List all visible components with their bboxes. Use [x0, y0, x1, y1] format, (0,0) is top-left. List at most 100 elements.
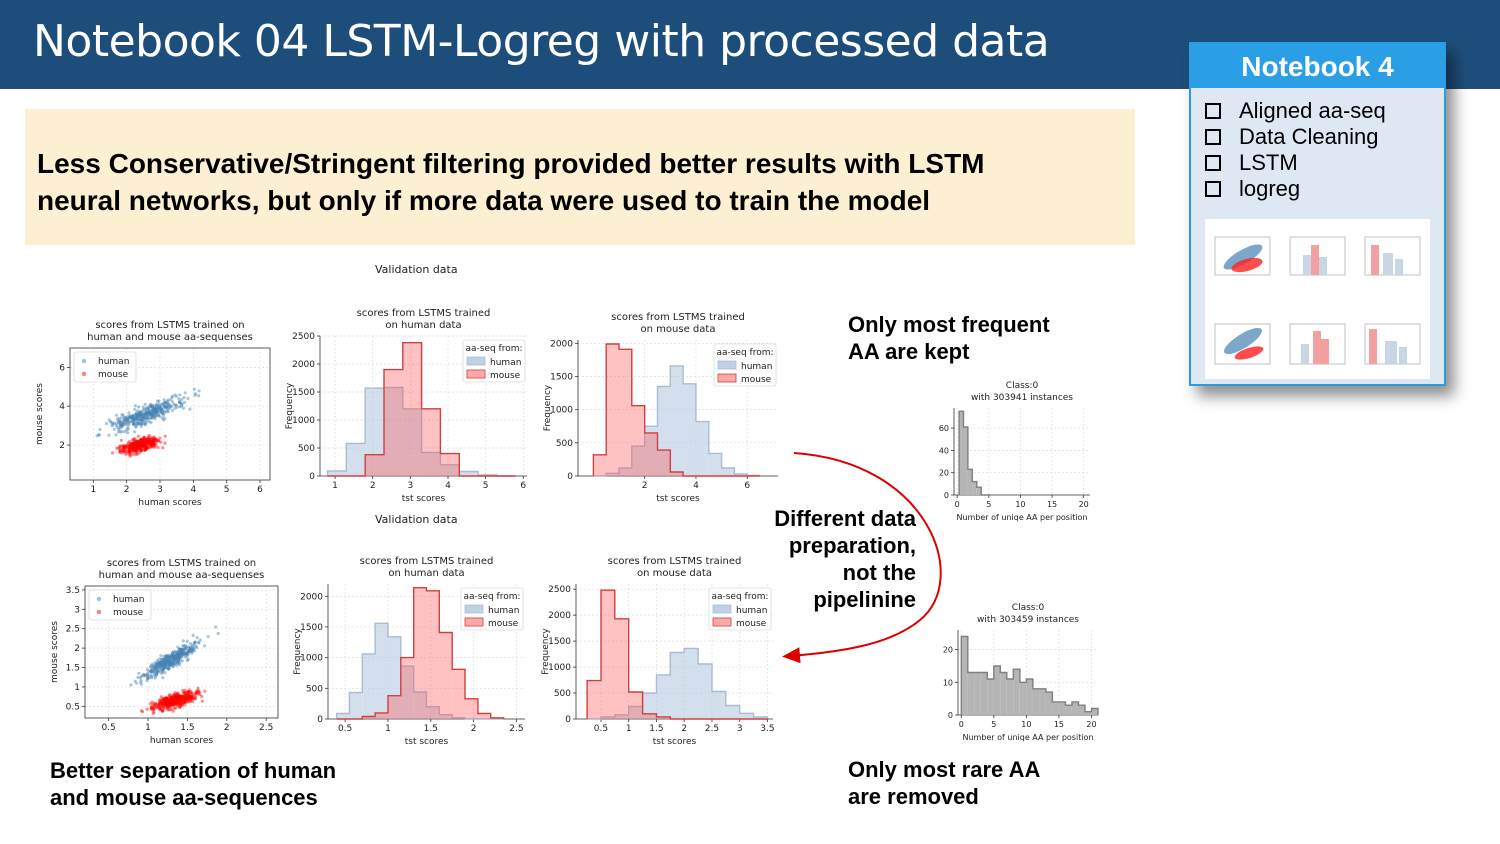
scatter-point: [142, 447, 146, 451]
histogram-bar: [753, 716, 768, 719]
scatter-point: [193, 641, 197, 645]
scatter-point: [175, 694, 179, 698]
scatter-point: [160, 411, 165, 415]
scatter-point: [140, 444, 144, 448]
scatter-point: [165, 707, 169, 711]
scatter-point: [146, 675, 150, 679]
scatter-point: [142, 438, 147, 443]
scatter-point: [139, 449, 143, 453]
scatter-point: [127, 423, 131, 427]
scatter-point: [143, 409, 147, 413]
scatter-point: [160, 661, 164, 665]
scatter-point: [139, 417, 143, 421]
scatter-point: [144, 437, 149, 441]
y-tick-label: 2500: [548, 585, 571, 595]
chart-title: human and mouse aa-sequenses: [87, 332, 253, 343]
scatter-point: [126, 418, 130, 422]
scatter-point: [153, 417, 157, 421]
scatter-point: [171, 697, 175, 701]
scatter-point: [172, 696, 176, 700]
scatter-point: [132, 445, 136, 449]
scatter-point: [164, 664, 169, 668]
scatter-point: [152, 406, 156, 410]
scatter-point: [163, 434, 167, 438]
scatter-point: [141, 440, 145, 444]
scatter-point: [152, 415, 157, 419]
scatter-point: [166, 398, 170, 402]
x-tick-label: 2.5: [509, 724, 523, 734]
scatter-point: [182, 701, 186, 705]
scatter-point: [135, 415, 139, 419]
scatter-point: [144, 412, 148, 416]
scatter-point: [120, 413, 124, 417]
scatter-point: [149, 673, 153, 677]
scatter-point: [148, 437, 152, 441]
histogram-bar: [327, 471, 347, 476]
scatter-point: [137, 419, 141, 423]
scatter-point: [156, 411, 160, 415]
scatter-point: [161, 698, 165, 702]
scatter-point: [161, 702, 165, 706]
scatter-point: [155, 409, 159, 413]
scatter-point: [126, 414, 130, 418]
scatter-point: [179, 694, 183, 698]
scatter-point: [121, 420, 125, 425]
caption-line: not the: [842, 560, 916, 585]
scatter-point: [151, 408, 155, 413]
scatter-point: [166, 697, 170, 702]
legend-swatch: [466, 369, 486, 379]
scatter-point: [171, 700, 175, 704]
scatter-point: [135, 452, 140, 456]
scatter-point: [151, 711, 155, 715]
scatter-point: [145, 437, 150, 441]
scatter-point: [139, 442, 143, 446]
scatter-point: [144, 440, 148, 444]
y-tick-label: 0: [567, 472, 573, 482]
scatter-point: [156, 445, 160, 449]
scatter-point: [171, 651, 175, 656]
scatter-point: [162, 697, 166, 701]
scatter-point: [168, 695, 173, 699]
scatter-point: [169, 697, 174, 701]
scatter-point: [138, 414, 142, 418]
x-tick-label: 1: [332, 481, 338, 491]
scatter-point: [178, 698, 182, 702]
scatter-point: [175, 704, 180, 708]
scatter-point: [185, 651, 189, 655]
scatter-point: [177, 694, 181, 698]
y-tick-label: 2000: [548, 611, 571, 621]
scatter-point: [131, 447, 135, 451]
y-tick-label: 500: [556, 439, 573, 449]
histogram-bar: [670, 652, 685, 719]
scatter-point: [187, 696, 191, 700]
thumbnail-row: [1214, 236, 1421, 276]
scatter-point: [140, 443, 144, 447]
scatter-point: [144, 447, 148, 451]
histogram-bar: [375, 712, 388, 719]
scatter-point: [150, 705, 154, 710]
scatter-point: [171, 657, 175, 661]
scatter-point: [155, 409, 159, 413]
scatter-point: [180, 403, 184, 407]
scatter-point: [143, 447, 147, 451]
scatter-point: [185, 696, 189, 700]
scatter-point: [98, 427, 102, 432]
scatter-point: [186, 700, 190, 704]
scatter-point: [150, 413, 154, 417]
scatter-point: [153, 669, 157, 674]
scatter-point: [160, 402, 164, 406]
scatter-point: [153, 404, 157, 408]
scatter-point: [175, 652, 179, 656]
scatter-point: [154, 437, 158, 441]
legend-label: human: [741, 362, 772, 372]
scatter-point: [153, 661, 157, 665]
scatter-point: [104, 421, 109, 426]
legend-swatch: [717, 373, 737, 383]
scatter-point: [179, 653, 183, 657]
scatter-point: [130, 443, 134, 447]
scatter-point: [180, 652, 184, 656]
scatter-point: [182, 652, 186, 656]
scatter-point: [151, 441, 155, 445]
scatter-point: [144, 445, 148, 449]
scatter-point: [189, 698, 193, 702]
